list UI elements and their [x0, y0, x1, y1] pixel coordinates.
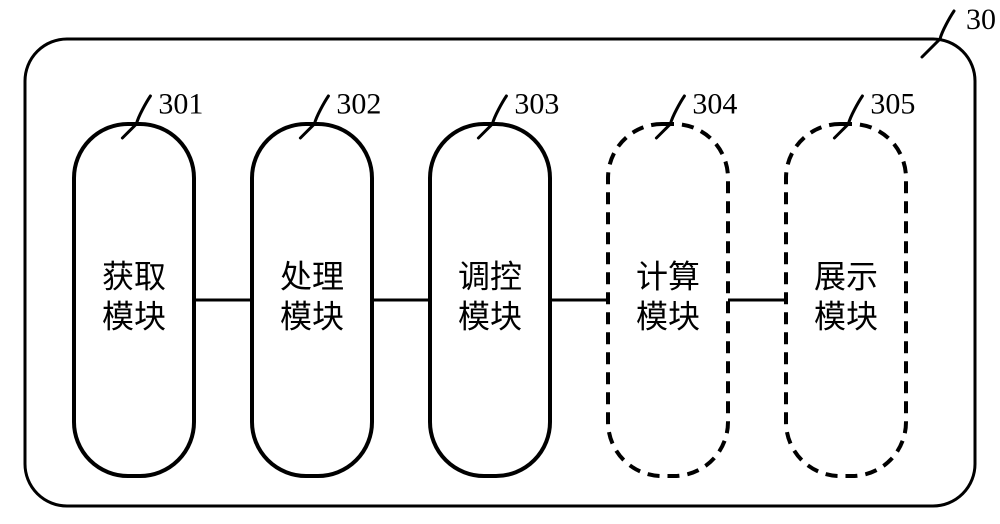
module-number-label: 304	[692, 87, 737, 120]
module-305: 展示模块 305	[786, 87, 915, 476]
module-number-label: 303	[514, 87, 559, 120]
module-label-line2: 模块	[458, 298, 522, 334]
module-label-line1: 处理	[280, 258, 344, 294]
module-number-label: 305	[870, 87, 915, 120]
module-label-line1: 展示	[814, 258, 878, 294]
module-label-line2: 模块	[102, 298, 166, 334]
module-302: 处理模块 302	[252, 87, 381, 476]
module-label-line1: 调控	[458, 258, 522, 294]
module-label-line1: 获取	[102, 258, 166, 294]
module-label-line2: 模块	[814, 298, 878, 334]
callout-lead	[922, 11, 954, 57]
module-304: 计算模块 304	[608, 87, 737, 476]
module-301: 获取模块 301	[74, 87, 203, 476]
module-303: 调控模块 303	[430, 87, 559, 476]
outer-label: 30	[966, 3, 996, 36]
diagram-canvas: 30 获取模块 301 处理模块 302 调控模块 303 计算模块 304 展示模块 305	[0, 0, 1000, 524]
module-label-line2: 模块	[636, 298, 700, 334]
module-number-label: 301	[158, 87, 203, 120]
module-label-line1: 计算	[636, 258, 700, 294]
module-number-label: 302	[336, 87, 381, 120]
module-label-line2: 模块	[280, 298, 344, 334]
